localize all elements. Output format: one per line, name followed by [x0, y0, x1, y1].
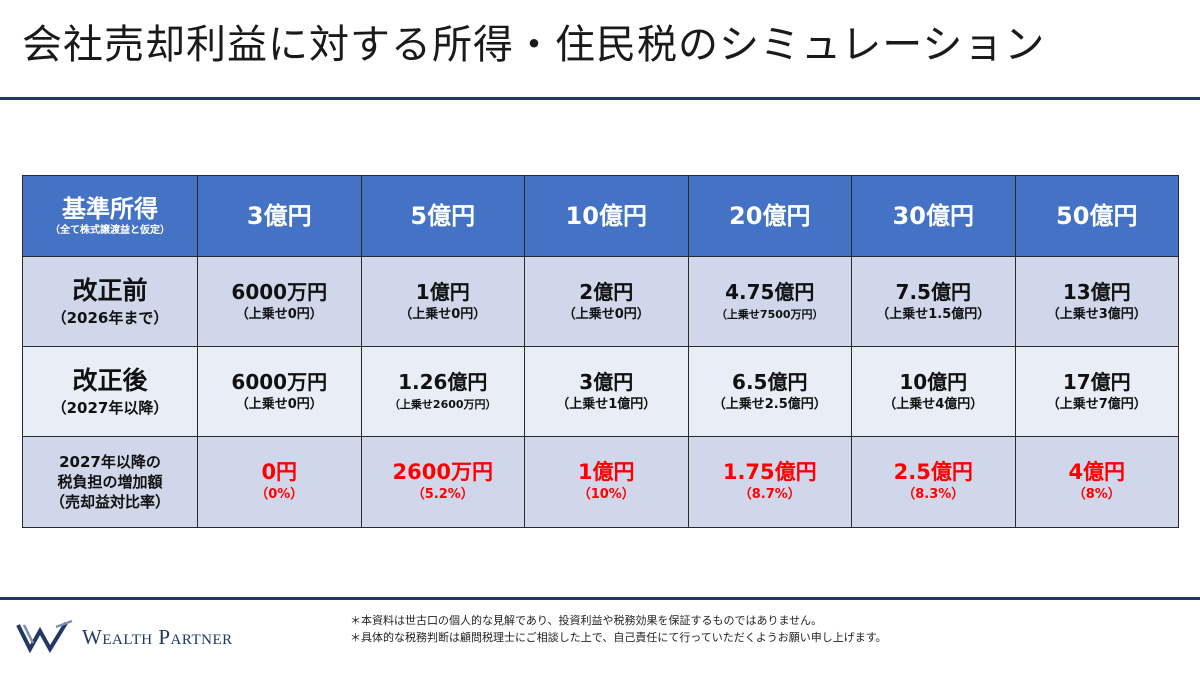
cell-value: 6.5億円 — [732, 369, 808, 394]
header-col-6: 50億円 — [1014, 175, 1179, 257]
cell-value: 6000万円 — [231, 279, 328, 304]
header-col-4: 20億円 — [687, 175, 852, 257]
cell-surcharge: （上乗せ3億円） — [1046, 306, 1147, 322]
table-row-before-reform: 改正前 （2026年まで） 6000万円 （上乗せ0円） 1億円 （上乗せ0円） 2… — [22, 256, 1179, 347]
table-cell: 3億円 （上乗せ1億円） — [524, 346, 689, 437]
increase-ratio: （8.7%） — [738, 487, 801, 502]
table-cell: 10億円 （上乗せ4億円） — [851, 346, 1016, 437]
table-cell: 4.75億円 （上乗せ7500万円） — [687, 256, 852, 347]
header-col-6-label: 50億円 — [1056, 202, 1138, 230]
cell-surcharge: （上乗せ7億円） — [1046, 396, 1147, 412]
table-cell: 0円 （0%） — [197, 436, 362, 528]
header-col-1: 3億円 — [197, 175, 362, 257]
header-col-2-label: 5億円 — [410, 202, 476, 230]
header-base-income-note: （全て株式譲渡益と仮定） — [50, 225, 170, 236]
header-col-4-label: 20億円 — [729, 202, 811, 230]
cell-surcharge: （上乗せ0円） — [235, 306, 323, 322]
row-label: 改正後 — [72, 365, 148, 395]
cell-surcharge: （上乗せ2.5億円） — [712, 396, 827, 412]
row-label: 改正前 — [72, 275, 148, 305]
increase-value: 4億円 — [1068, 460, 1126, 484]
table-cell: 17億円 （上乗せ7億円） — [1014, 346, 1179, 437]
disclaimer: ＊本資料は世古口の個人的な見解であり、投資利益や税務効果を保証するものではありま… — [350, 612, 1190, 646]
row-sublabel: （2027年以降） — [51, 398, 169, 417]
increase-ratio: （10%） — [577, 487, 635, 502]
increase-ratio: （0%） — [255, 487, 304, 502]
cell-value: 10億円 — [899, 369, 968, 394]
wp-logo-mark-icon — [16, 619, 73, 653]
cell-value: 2億円 — [579, 279, 634, 304]
header-col-1-label: 3億円 — [246, 202, 312, 230]
row-sublabel: （2026年まで） — [51, 308, 169, 327]
cell-value: 3億円 — [579, 369, 634, 394]
page-title: 会社売却利益に対する所得・住民税のシミュレーション — [22, 22, 1046, 68]
header-col-5: 30億円 — [851, 175, 1016, 257]
row-label-line: 2027年以降の — [59, 453, 161, 471]
cell-surcharge: （上乗せ1.5億円） — [876, 306, 991, 322]
table-cell: 7.5億円 （上乗せ1.5億円） — [851, 256, 1016, 347]
table-cell: 2600万円 （5.2%） — [360, 436, 525, 528]
table-cell: 1.26億円 （上乗せ2600万円） — [360, 346, 525, 437]
cell-value: 7.5億円 — [895, 279, 971, 304]
cell-surcharge: （上乗せ1億円） — [556, 396, 657, 412]
cell-surcharge: （上乗せ0円） — [399, 306, 487, 322]
row-label-line: 税負担の増加額 — [57, 473, 163, 491]
table-row-tax-increase: 2027年以降の 税負担の増加額 （売却益対比率） 0円 （0%） 2600万円 （… — [22, 436, 1179, 528]
logo-text: Wealth Partner — [82, 625, 233, 649]
cell-surcharge: （上乗せ0円） — [235, 396, 323, 412]
table-cell: 2億円 （上乗せ0円） — [524, 256, 689, 347]
cell-surcharge: （上乗せ7500万円） — [715, 307, 824, 321]
row-label-cell: 改正後 （2027年以降） — [22, 346, 198, 437]
company-logo: Wealth Partner — [16, 619, 286, 653]
table-cell: 1.75億円 （8.7%） — [687, 436, 852, 528]
table-row-after-reform: 改正後 （2027年以降） 6000万円 （上乗せ0円） 1.26億円 （上乗せ26… — [22, 346, 1179, 437]
cell-value: 1.26億円 — [398, 369, 488, 394]
cell-surcharge: （上乗せ0円） — [562, 306, 650, 322]
header-base-income-cell: 基準所得 （全て株式譲渡益と仮定） — [22, 175, 198, 257]
disclaimer-line: ＊具体的な税務判断は顧問税理士にご相談した上で、自己責任にて行っていただくようお… — [350, 631, 887, 644]
table-cell: 2.5億円 （8.3%） — [851, 436, 1016, 528]
table-cell: 6.5億円 （上乗せ2.5億円） — [687, 346, 852, 437]
table-cell: 13億円 （上乗せ3億円） — [1014, 256, 1179, 347]
disclaimer-line: ＊本資料は世古口の個人的な見解であり、投資利益や税務効果を保証するものではありま… — [350, 614, 823, 627]
table-cell: 6000万円 （上乗せ0円） — [197, 346, 362, 437]
footer-divider — [0, 597, 1200, 600]
title-divider — [0, 97, 1200, 100]
table-cell: 6000万円 （上乗せ0円） — [197, 256, 362, 347]
increase-ratio: （8%） — [1072, 487, 1121, 502]
cell-value: 4.75億円 — [725, 279, 815, 304]
simulation-table: 基準所得 （全て株式譲渡益と仮定） 3億円 5億円 10億円 20億円 30億円… — [22, 175, 1179, 528]
header-col-2: 5億円 — [360, 175, 525, 257]
cell-value: 13億円 — [1062, 279, 1131, 304]
table-cell: 1億円 （10%） — [524, 436, 689, 528]
table-cell: 1億円 （上乗せ0円） — [360, 256, 525, 347]
increase-ratio: （8.3%） — [902, 487, 965, 502]
cell-surcharge: （上乗せ4億円） — [883, 396, 984, 412]
increase-value: 0円 — [261, 460, 298, 484]
cell-value: 1億円 — [415, 279, 470, 304]
header-base-income-label: 基準所得 — [62, 195, 158, 223]
increase-value: 2600万円 — [392, 460, 493, 484]
header-col-5-label: 30億円 — [892, 202, 974, 230]
row-label-cell: 改正前 （2026年まで） — [22, 256, 198, 347]
table-cell: 4億円 （8%） — [1014, 436, 1179, 528]
header-col-3: 10億円 — [524, 175, 689, 257]
header-col-3-label: 10億円 — [565, 202, 647, 230]
cell-value: 6000万円 — [231, 369, 328, 394]
increase-value: 1億円 — [577, 460, 635, 484]
row-label-cell: 2027年以降の 税負担の増加額 （売却益対比率） — [22, 436, 198, 528]
cell-value: 17億円 — [1062, 369, 1131, 394]
cell-surcharge: （上乗せ2600万円） — [388, 397, 497, 411]
increase-ratio: （5.2%） — [411, 487, 474, 502]
row-label-line: （売却益対比率） — [49, 493, 170, 511]
increase-value: 1.75億円 — [722, 460, 817, 484]
table-header-row: 基準所得 （全て株式譲渡益と仮定） 3億円 5億円 10億円 20億円 30億円… — [22, 175, 1179, 257]
increase-value: 2.5億円 — [893, 460, 973, 484]
